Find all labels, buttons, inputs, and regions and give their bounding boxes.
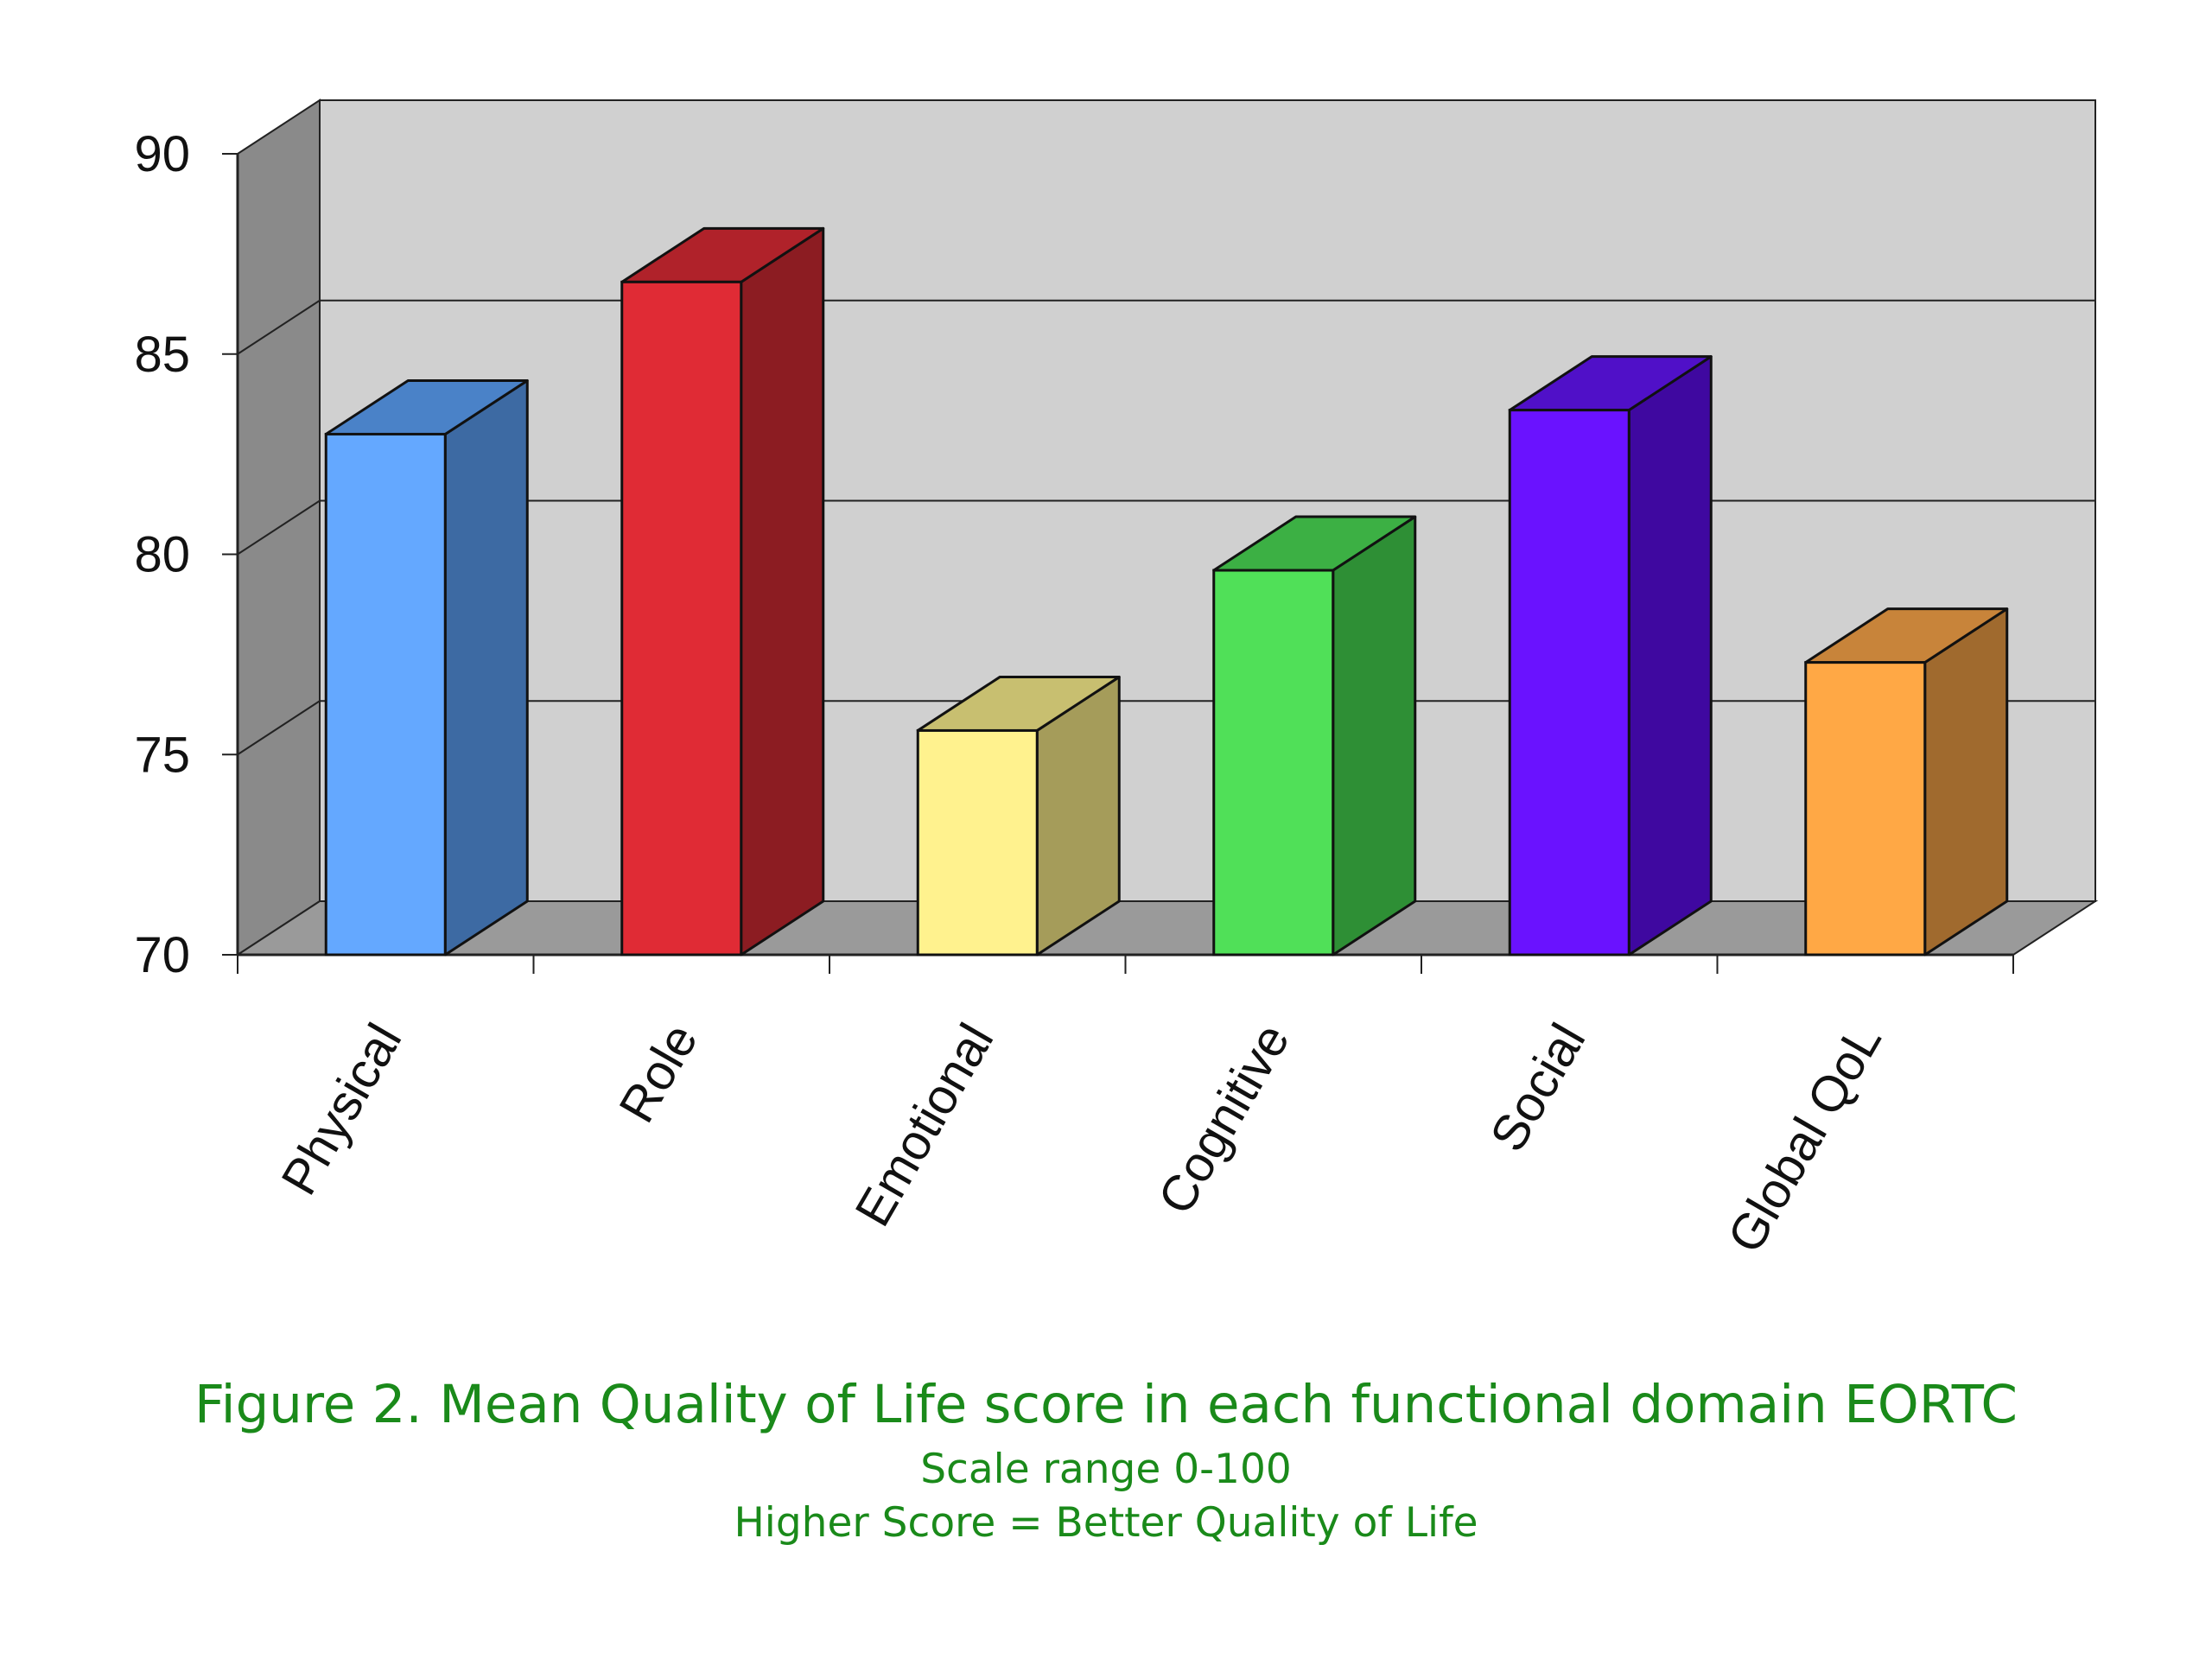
bar-cognitive xyxy=(1212,515,1417,957)
bar-side xyxy=(1627,355,1713,957)
gridline-side xyxy=(237,700,321,756)
bar-side xyxy=(740,226,825,957)
figure-caption-title: Figure 2. Mean Quality of Life score in … xyxy=(194,1374,2018,1435)
bar xyxy=(1508,409,1630,957)
bar xyxy=(620,280,743,957)
x-tick-label: Global QoL xyxy=(1717,1014,1892,1262)
bar-side xyxy=(443,378,529,957)
y-tick-label: 90 xyxy=(134,126,190,182)
bar xyxy=(324,432,447,957)
y-tick-label: 80 xyxy=(134,527,190,583)
bar-physical xyxy=(324,378,529,957)
bar-side xyxy=(1923,607,2009,957)
bar-side xyxy=(1332,515,1417,957)
y-tick-labels: 70 75 80 85 90 xyxy=(134,126,190,983)
gridlines xyxy=(237,299,2095,756)
y-tick-label: 70 xyxy=(134,927,190,983)
bar-social xyxy=(1508,355,1713,957)
bars xyxy=(324,226,2009,957)
bar xyxy=(1804,661,1927,957)
gridline-side xyxy=(237,299,321,355)
x-tick-labels: Physical Role Emotional Cognitive Social Glob… xyxy=(270,1014,1892,1262)
gridline-side xyxy=(237,499,321,556)
axes xyxy=(222,153,2014,974)
x-tick-label: Social xyxy=(1479,1014,1596,1160)
x-tick-label: Cognitive xyxy=(1147,1014,1300,1224)
y-tick-label: 85 xyxy=(134,327,190,383)
y-tick-label: 75 xyxy=(134,727,190,783)
x-tick-label: Role xyxy=(608,1014,709,1132)
bar-chart: 70 75 80 85 90 Physical Role Emotional Cognitiv… xyxy=(134,99,2099,1262)
bar-role xyxy=(620,226,825,957)
x-tick-label: Physical xyxy=(270,1014,412,1205)
bar xyxy=(916,728,1039,957)
bar-global-qol xyxy=(1804,607,2009,957)
figure-caption-note: Higher Score = Better Quality of Life xyxy=(734,1499,1478,1547)
bar-emotional xyxy=(916,675,1121,957)
bar xyxy=(1212,569,1335,957)
figure-caption-scale: Scale range 0-100 xyxy=(920,1446,1292,1493)
x-tick-label: Emotional xyxy=(844,1014,1004,1236)
